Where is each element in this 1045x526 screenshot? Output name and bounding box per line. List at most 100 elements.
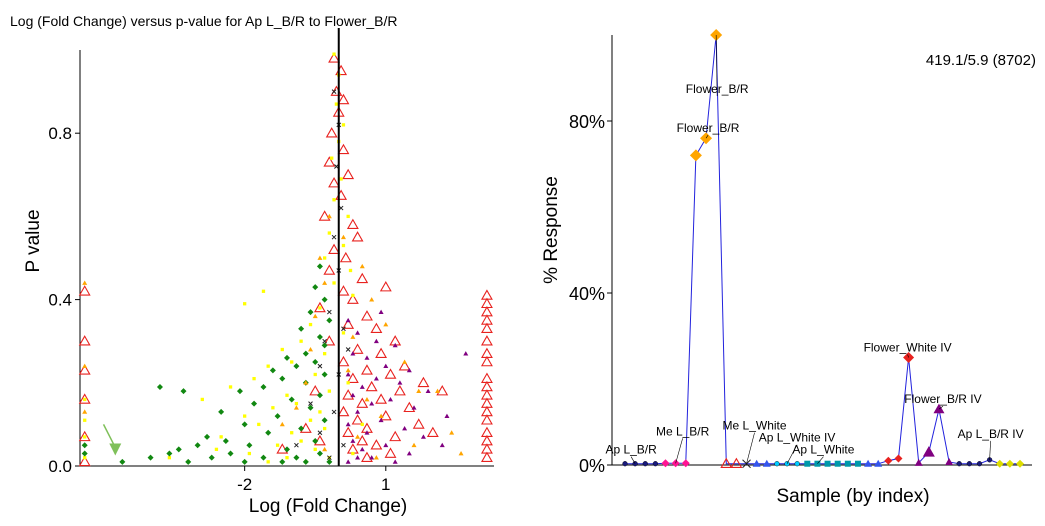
data-point [378,413,384,418]
data-point [1005,459,1014,468]
data-point [346,214,350,219]
data-point [340,234,346,240]
point-label: Ap L_White [792,443,854,457]
response-annotation: 419.1/5.9 (8702) [926,52,1036,69]
data-point [345,459,351,464]
data-point [361,310,373,321]
data-point [356,272,369,284]
data-point [435,388,441,393]
data-point [284,446,290,453]
data-point [884,456,893,465]
data-point [332,281,336,285]
data-point [241,458,248,465]
data-point [345,367,351,373]
data-point [208,454,215,461]
data-point [346,381,350,385]
data-point [439,442,445,448]
data-point [222,438,229,445]
data-point [337,405,350,417]
data-point [369,297,375,302]
data-point [119,458,126,465]
data-point [346,372,359,383]
data-point [356,397,369,408]
data-point [894,454,903,463]
data-point [83,456,87,460]
data-point [355,409,361,414]
response-series-line [625,34,1020,465]
data-point [78,335,91,346]
callout-line [705,135,709,139]
data-point [794,461,800,467]
data-point [914,458,923,466]
data-point [922,446,935,457]
data-point [389,430,402,442]
data-point [81,442,88,449]
data-point [260,454,267,461]
data-point [351,414,364,425]
data-point [375,393,388,404]
data-point [383,442,389,448]
data-point [804,460,811,467]
data-point [397,380,403,385]
data-point [384,368,397,379]
data-point [730,457,743,469]
data-point [266,460,270,464]
data-point [874,459,883,467]
data-point [285,393,289,397]
data-point [337,143,350,155]
data-point [299,339,303,343]
data-point [257,422,261,427]
data-point [411,405,417,410]
data-point [260,383,267,390]
data-point [331,89,337,94]
data-point [322,352,327,356]
data-point [370,322,383,334]
data-point [359,263,365,269]
data-point [328,52,340,63]
data-point [78,285,91,296]
data-point [316,263,323,270]
volcano-title: Log (Fold Change) versus p-value for Ap … [10,13,398,29]
data-point [774,461,780,467]
data-point [383,322,389,327]
data-point [379,409,392,421]
data-point [411,442,417,448]
data-point [321,296,328,303]
data-point [373,376,379,381]
data-point [302,350,309,357]
data-point [449,430,455,435]
data-point [328,243,340,254]
data-point [294,401,299,406]
data-point [402,359,408,364]
data-point [243,414,247,418]
data-point [373,338,379,344]
data-point [82,363,88,369]
data-point [308,401,313,406]
data-point [420,434,426,439]
data-point [403,401,416,413]
data-point [298,325,305,332]
data-point [325,127,338,138]
data-point [326,309,332,315]
point-label: Flower_White IV [864,341,952,355]
callout-line [989,440,991,460]
data-point [316,392,323,399]
y-tick-label: 0% [579,456,605,476]
data-point [251,400,258,407]
data-point [175,446,182,453]
data-point [82,280,88,285]
data-point [322,280,328,285]
data-point [350,351,356,356]
data-point [392,342,398,348]
data-point [321,371,328,378]
data-point [326,213,332,219]
data-point [622,461,628,467]
callout-line [630,456,636,464]
data-point [326,455,332,461]
data-point [214,447,219,452]
data-point [351,231,364,242]
data-point [317,255,323,260]
callout-line [907,354,909,358]
data-point [327,389,331,393]
